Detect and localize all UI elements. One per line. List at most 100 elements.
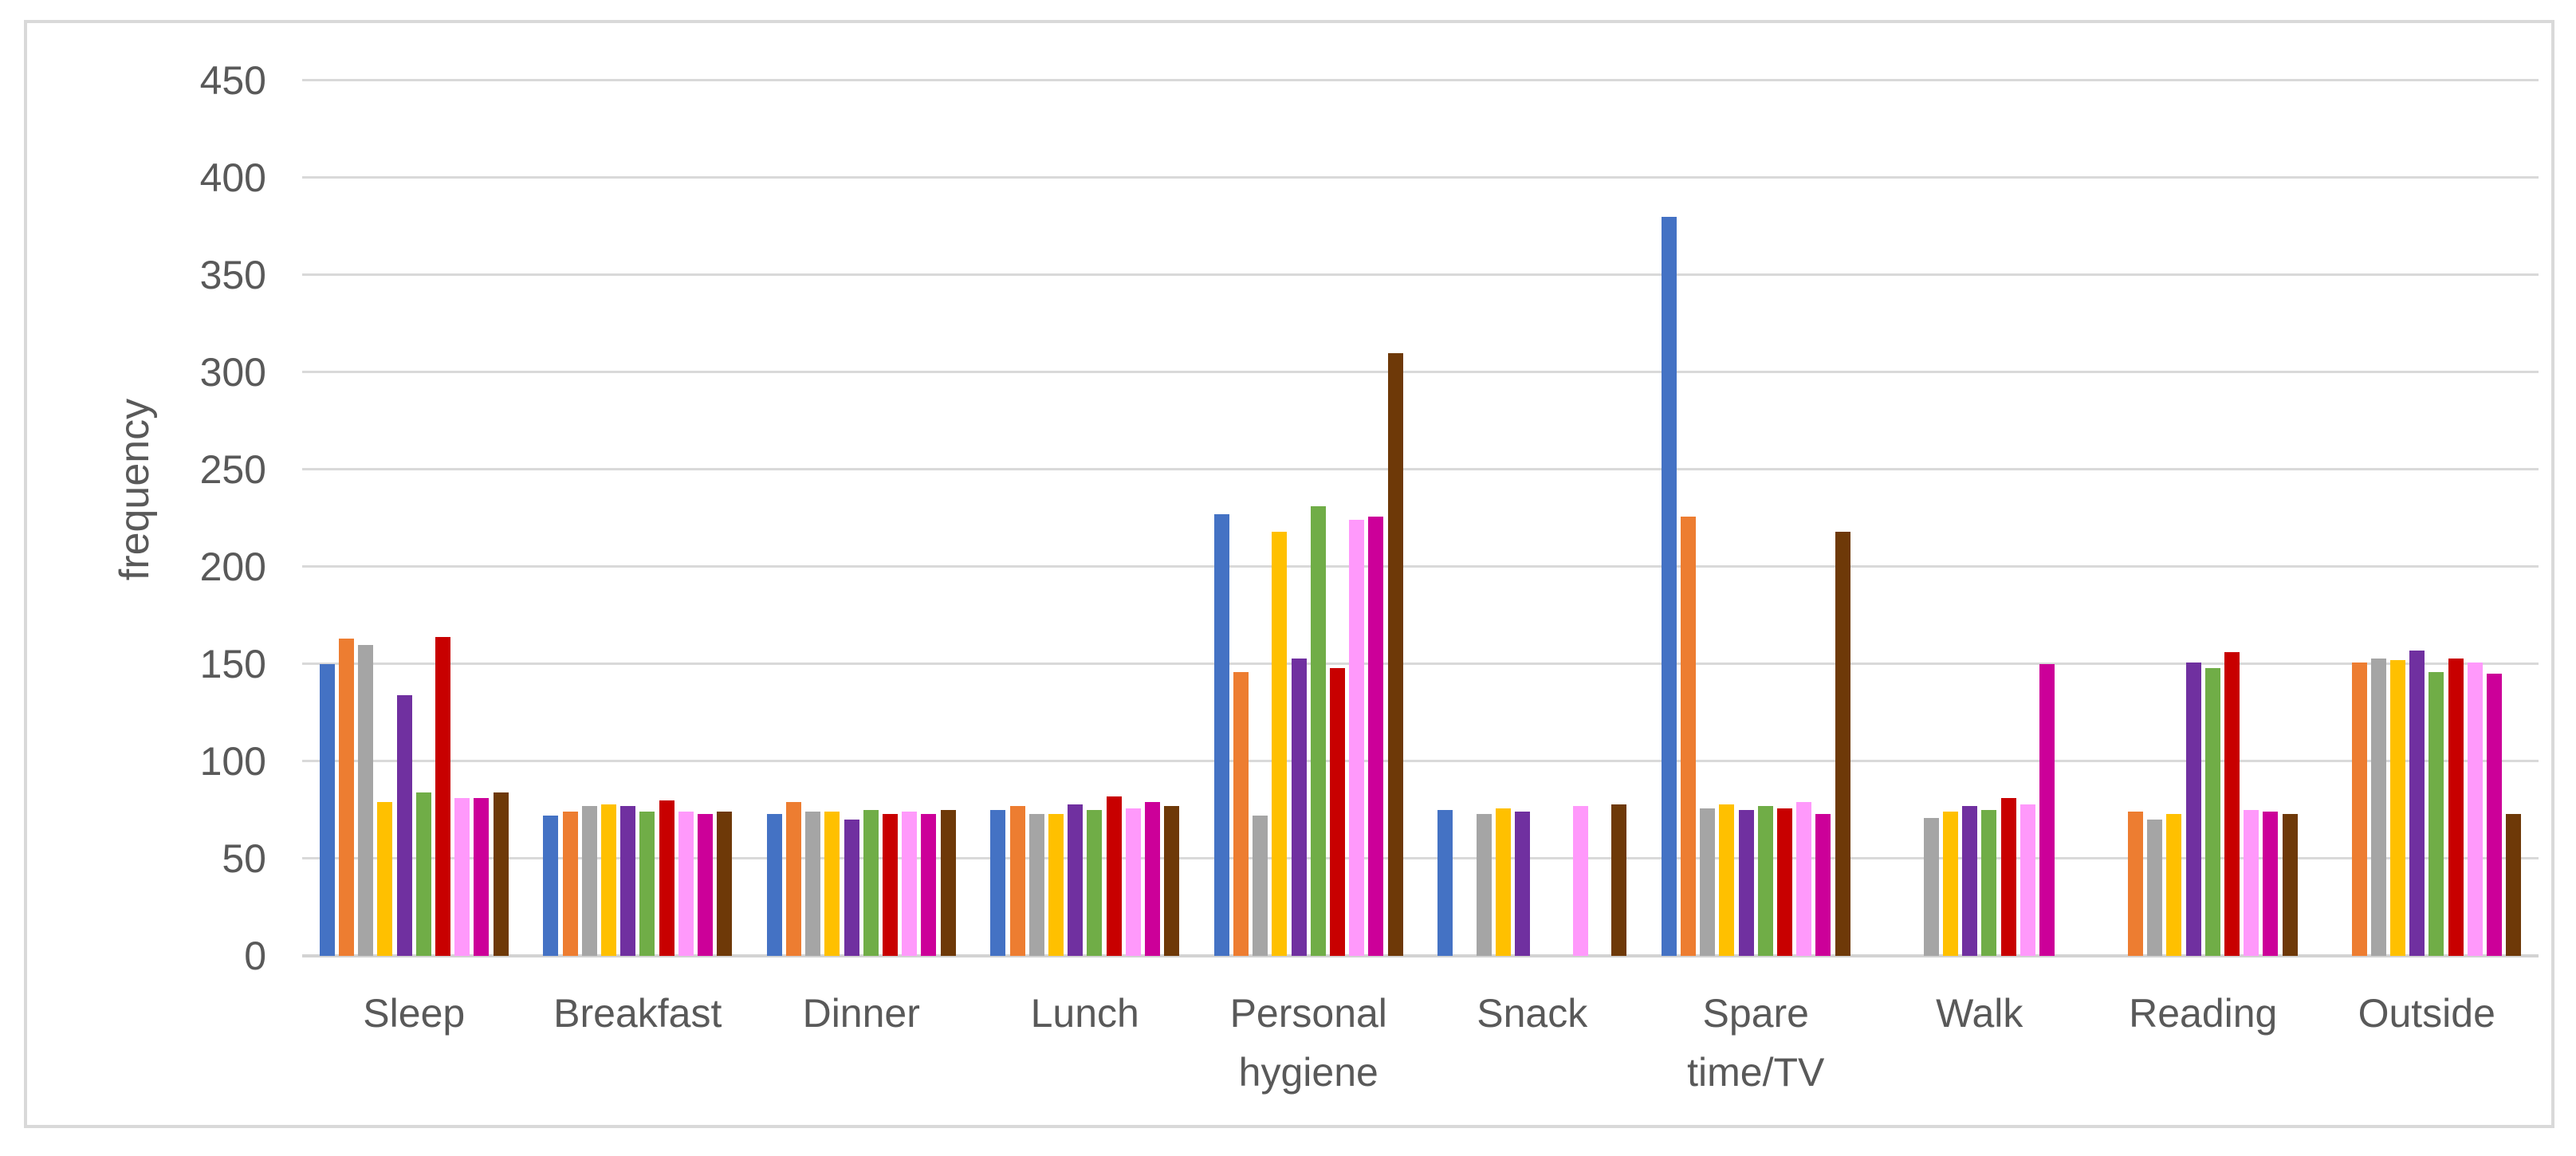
bar-magenta [921, 813, 937, 956]
bar-gold [1048, 813, 1064, 956]
bar-pink [1572, 806, 1588, 956]
gridline [302, 175, 2539, 179]
y-axis-tick-label: 150 [199, 641, 266, 686]
bar-red [1777, 808, 1793, 956]
bar-gold [2389, 660, 2405, 956]
bar-group [302, 81, 526, 956]
bar-gray [358, 644, 374, 956]
bar-magenta [697, 813, 713, 956]
bar-gray [805, 812, 821, 956]
bar-gray [1700, 808, 1716, 956]
bar-purple [396, 695, 412, 956]
bar-green [1310, 506, 1326, 956]
bar-brown [493, 792, 509, 956]
bar-group [1868, 81, 2092, 956]
bar-green [1757, 806, 1773, 956]
x-axis-category-label: Snack [1477, 991, 1588, 1036]
x-axis-category-label: Reading [2129, 991, 2278, 1036]
bar-gray [1476, 813, 1492, 956]
bar-red [1330, 667, 1346, 956]
bar-orange [2128, 812, 2144, 956]
bar-blue [766, 813, 782, 956]
bar-gold [1719, 804, 1735, 956]
x-axis-category-label: Sleep [363, 991, 466, 1036]
bar-orange [786, 802, 802, 956]
bar-red [435, 636, 451, 956]
bar-blue [1437, 810, 1453, 956]
bar-group [2315, 81, 2539, 956]
bar-groups [302, 81, 2539, 956]
bar-gold [1495, 808, 1511, 956]
y-axis-tick-label: 100 [199, 739, 266, 784]
bar-gold [1272, 532, 1288, 956]
bar-green [415, 792, 431, 956]
bar-red [2224, 652, 2240, 956]
gridline [302, 662, 2539, 665]
bar-purple [2409, 650, 2425, 956]
x-axis-category-label: Lunch [1030, 991, 1139, 1036]
bar-pink [2020, 804, 2035, 956]
gridline [302, 79, 2539, 81]
bar-blue [319, 664, 335, 956]
bar-blue [990, 810, 1006, 956]
bar-pink [1125, 808, 1141, 956]
bar-brown [1835, 532, 1850, 956]
bar-pink [2244, 810, 2259, 956]
bar-purple [1515, 812, 1531, 956]
bar-gray [581, 806, 597, 956]
y-axis-tick-label: 250 [199, 446, 266, 492]
bar-gray [1028, 813, 1044, 956]
bar-pink [1796, 802, 1812, 956]
bar-magenta [1815, 813, 1831, 956]
bar-gold [1942, 812, 1958, 956]
y-axis-tick-label: 300 [199, 349, 266, 395]
gridline [302, 760, 2539, 762]
bar-group [973, 81, 1198, 956]
gridline [302, 856, 2539, 859]
bar-magenta [2039, 664, 2055, 956]
gridline [302, 370, 2539, 373]
bar-orange [1009, 806, 1025, 956]
gridline [302, 467, 2539, 470]
bar-brown [1164, 806, 1180, 956]
bar-magenta [2263, 812, 2279, 956]
bar-red [1106, 796, 1122, 956]
bar-blue [543, 816, 559, 956]
bar-magenta [1368, 516, 1384, 956]
x-axis-category-labels: Sleep Breakfast Dinner Lunch Personal hygien… [302, 984, 2539, 1102]
bar-brown [1611, 804, 1627, 956]
bar-blue [1661, 216, 1677, 956]
bar-brown [717, 812, 733, 956]
bar-gold [824, 812, 840, 956]
gridline [302, 565, 2539, 568]
bar-blue [1213, 514, 1229, 956]
x-axis-line [302, 954, 2539, 957]
bar-brown [940, 810, 956, 956]
bar-gold [600, 804, 616, 956]
bar-gold [377, 802, 393, 956]
bar-red [2000, 798, 2016, 956]
bar-green [2204, 667, 2220, 956]
bar-pink [2467, 662, 2483, 956]
bar-red [659, 800, 674, 956]
bar-purple [1738, 810, 1754, 956]
bar-purple [1962, 806, 1978, 956]
y-axis-tick-label: 200 [199, 545, 266, 589]
bar-orange [2351, 662, 2367, 956]
bar-gray [2147, 820, 2163, 956]
bar-orange [1681, 516, 1697, 956]
plot-area [302, 79, 2539, 957]
bar-brown [2282, 813, 2298, 956]
bar-green [639, 812, 655, 956]
bar-brown [2506, 813, 2522, 956]
bar-purple [2185, 662, 2201, 956]
x-axis-category-label: Breakfast [553, 991, 722, 1036]
y-axis-tick-label: 50 [222, 836, 266, 881]
bar-green [2429, 671, 2444, 956]
y-axis-tick-labels: 0 50 100 150 200 250 300 350 400 450 [27, 58, 266, 978]
x-axis-category-label: Outside [2358, 991, 2495, 1036]
x-axis-category-label: Walk [1936, 991, 2023, 1036]
bar-orange [562, 812, 578, 956]
bar-gold [2166, 813, 2182, 956]
bar-green [1981, 810, 1997, 956]
